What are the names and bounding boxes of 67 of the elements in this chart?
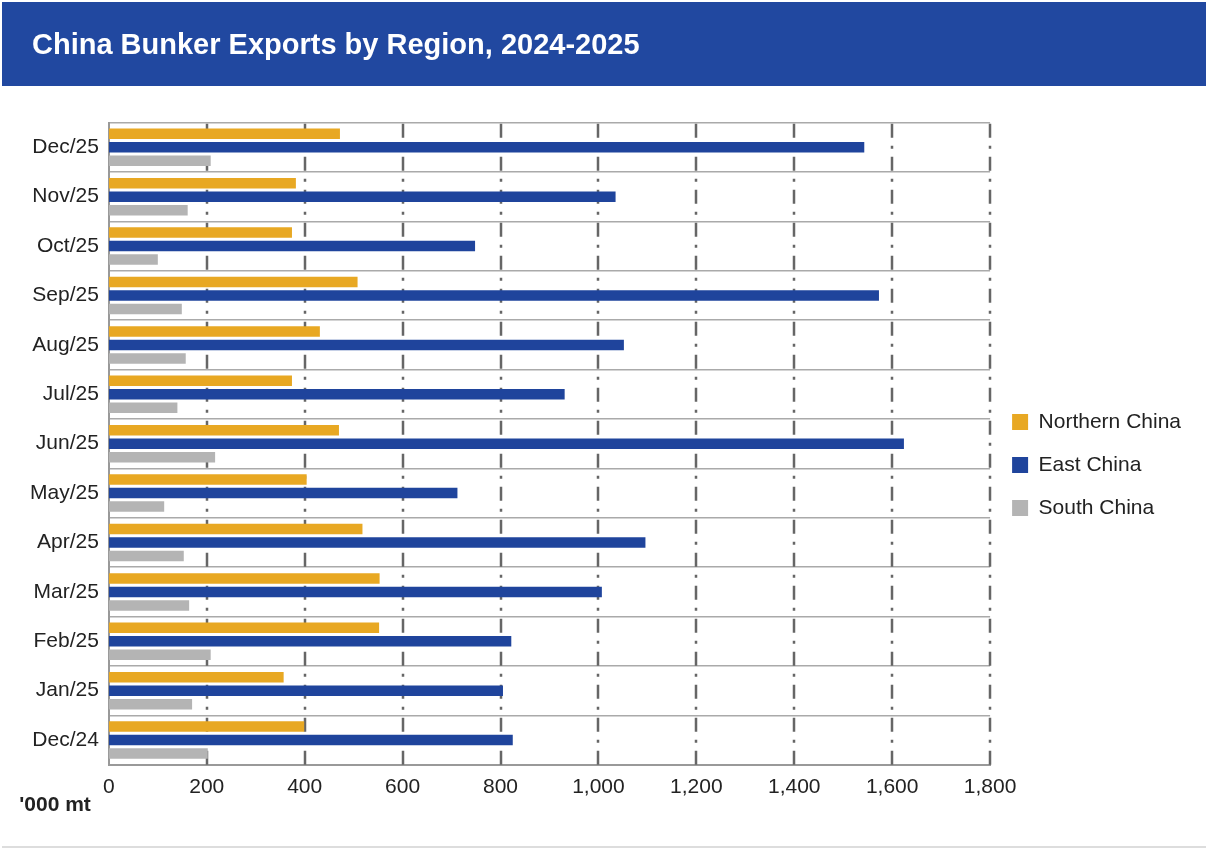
bar xyxy=(108,487,458,499)
x-tick-label: 1,400 xyxy=(767,774,821,798)
x-tick-label: 1,800 xyxy=(963,774,1017,798)
bar xyxy=(108,734,513,746)
bar xyxy=(108,451,216,463)
bar xyxy=(108,671,284,683)
bar xyxy=(108,649,211,661)
legend-label: South China xyxy=(1038,494,1155,518)
bar xyxy=(108,276,358,288)
bar xyxy=(108,240,476,252)
bar xyxy=(108,424,339,436)
y-tick-label: Dec/24 xyxy=(32,726,100,750)
bar xyxy=(108,586,602,598)
bar xyxy=(108,550,184,562)
bar xyxy=(108,600,190,611)
bar xyxy=(108,326,320,337)
bar xyxy=(108,155,211,167)
y-tick-label: Jul/25 xyxy=(42,381,99,405)
x-tick-label: 600 xyxy=(385,774,421,798)
y-tick-label: Oct/25 xyxy=(36,232,99,256)
y-tick-label: Dec/25 xyxy=(32,134,99,158)
bar xyxy=(108,438,904,449)
y-tick-label: Jan/25 xyxy=(35,677,99,701)
bar xyxy=(108,303,182,315)
bar xyxy=(108,573,380,584)
legend-label: Northern China xyxy=(1038,408,1182,432)
x-tick-label: 1,600 xyxy=(865,774,919,798)
bar xyxy=(108,142,865,153)
y-tick-label: Nov/25 xyxy=(32,183,99,207)
y-tick-label: May/25 xyxy=(29,479,99,503)
bar xyxy=(108,721,305,732)
y-tick-label: Apr/25 xyxy=(36,529,99,553)
bar xyxy=(108,685,503,696)
bar xyxy=(108,523,363,535)
bar xyxy=(108,375,292,387)
bar xyxy=(108,353,186,364)
bar xyxy=(108,290,879,301)
legend-label: East China xyxy=(1038,451,1142,475)
x-tick-label: 0 xyxy=(103,774,115,798)
x-tick-label: 800 xyxy=(483,774,519,798)
x-tick-label: 400 xyxy=(287,774,323,798)
y-tick-label: Aug/25 xyxy=(32,331,99,355)
bar xyxy=(108,128,340,140)
x-tick-label: 1,200 xyxy=(670,774,723,798)
x-axis-title: '000 mt xyxy=(19,791,91,815)
x-tick-label: 1,000 xyxy=(572,774,625,798)
bar xyxy=(108,537,646,548)
y-tick-label: Mar/25 xyxy=(33,578,99,602)
bar xyxy=(108,501,165,512)
bar xyxy=(108,698,193,710)
y-tick-label: Sep/25 xyxy=(32,282,99,306)
bar xyxy=(108,254,158,265)
bar xyxy=(108,227,292,238)
bar xyxy=(108,389,565,400)
bar xyxy=(108,622,380,634)
chart-title: China Bunker Exports by Region, 2024-2025 xyxy=(2,2,1206,86)
bar xyxy=(108,177,296,189)
bar xyxy=(108,636,512,647)
y-tick-label: Jun/25 xyxy=(35,430,99,454)
bar xyxy=(108,402,178,414)
bar xyxy=(108,474,307,485)
bar xyxy=(108,748,208,759)
bar xyxy=(108,204,188,216)
y-tick-label: Feb/25 xyxy=(33,628,99,652)
bar xyxy=(108,191,616,202)
x-tick-label: 200 xyxy=(189,774,225,798)
bar xyxy=(108,339,624,351)
